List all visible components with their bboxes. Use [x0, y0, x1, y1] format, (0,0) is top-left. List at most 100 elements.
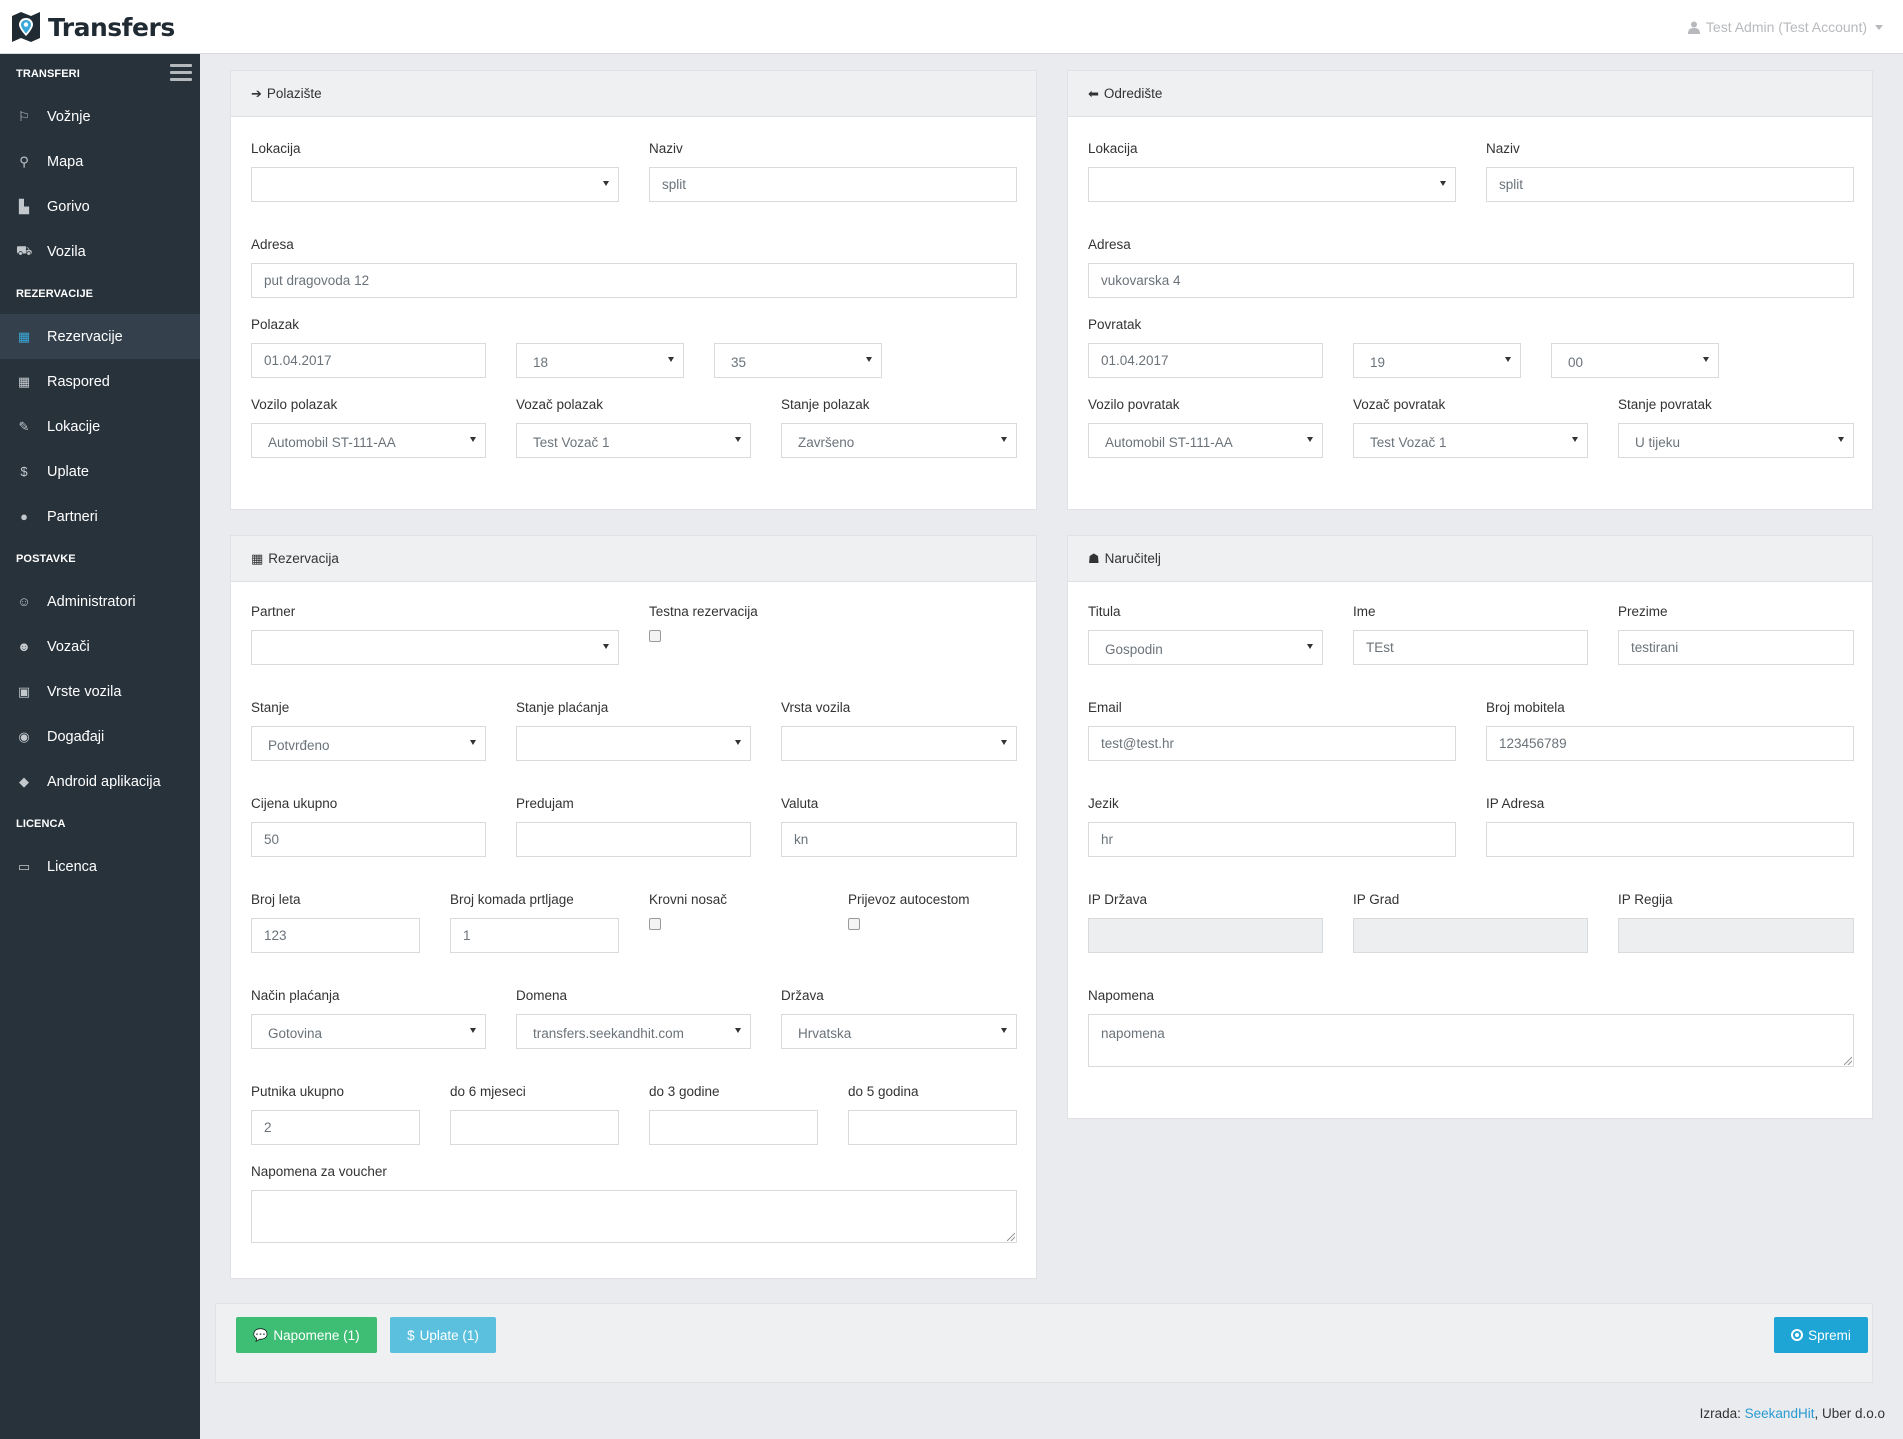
- uplate-button[interactable]: $ Uplate (1): [390, 1317, 496, 1353]
- sidebar-item-rezervacije[interactable]: ▦ Rezervacije: [0, 314, 200, 359]
- sidebar-item-mapa[interactable]: ⚲ Mapa: [0, 139, 200, 184]
- odrediste-stanje-select[interactable]: U tijeku: [1618, 423, 1854, 458]
- field-label: Stanje polazak: [781, 397, 870, 412]
- field-label: Stanje plaćanja: [516, 700, 609, 715]
- field-label: Broj komada prtljage: [450, 892, 574, 907]
- field-label: Adresa: [251, 237, 294, 252]
- field-label: Prijevoz autocestom: [848, 892, 970, 907]
- napomena-voucher-textarea[interactable]: [251, 1190, 1017, 1243]
- odrediste-naziv-input[interactable]: split: [1486, 167, 1854, 202]
- ip-regija-input: [1618, 918, 1854, 953]
- polaziste-minuta-select[interactable]: 35: [714, 343, 882, 378]
- polaziste-vozac-select[interactable]: Test Vozač 1: [516, 423, 751, 458]
- polaziste-vozilo-select[interactable]: Automobil ST-111-AA: [251, 423, 486, 458]
- app-logo[interactable]: Transfers: [10, 8, 175, 46]
- mobitel-input[interactable]: 123456789: [1486, 726, 1854, 761]
- select-value: Test Vozač 1: [533, 435, 610, 450]
- putnika-input[interactable]: 2: [251, 1110, 420, 1145]
- napomena-textarea[interactable]: napomena: [1088, 1014, 1854, 1067]
- napomene-button[interactable]: 💬 Napomene (1): [236, 1317, 377, 1353]
- resize-handle-icon[interactable]: [1007, 1233, 1015, 1241]
- resize-handle-icon[interactable]: [1844, 1057, 1852, 1065]
- spremi-button[interactable]: Spremi: [1774, 1317, 1868, 1353]
- sidebar-item-licenca[interactable]: ▭ Licenca: [0, 844, 200, 889]
- sidebar-item-administratori[interactable]: ☺ Administratori: [0, 579, 200, 624]
- sidebar-section-title: LICENCA: [16, 818, 66, 830]
- do-3-godine-input[interactable]: [649, 1110, 818, 1145]
- field-label: IP Adresa: [1486, 796, 1545, 811]
- polaziste-stanje-select[interactable]: Završeno: [781, 423, 1017, 458]
- sidebar-item-gorivo[interactable]: ▙ Gorivo: [0, 184, 200, 229]
- field-label: Vozilo polazak: [251, 397, 338, 412]
- sidebar-section-transferi: TRANSFERI: [0, 54, 200, 94]
- map-logo-icon: [12, 12, 40, 42]
- field-label: Partner: [251, 604, 296, 619]
- select-value: 18: [533, 355, 549, 370]
- sidebar-item-label: Gorivo: [47, 198, 90, 215]
- credit-card-icon: ▭: [17, 858, 31, 874]
- user-menu[interactable]: Test Admin (Test Account): [1687, 19, 1883, 35]
- polaziste-lokacija-select[interactable]: [251, 167, 619, 202]
- odrediste-vozilo-select[interactable]: Automobil ST-111-AA: [1088, 423, 1323, 458]
- sidebar-item-raspored[interactable]: ▦ Raspored: [0, 359, 200, 404]
- sidebar-item-partneri[interactable]: ● Partneri: [0, 494, 200, 539]
- sidebar-item-label: Rezervacije: [47, 328, 123, 345]
- nacin-placanja-select[interactable]: Gotovina: [251, 1014, 486, 1049]
- odrediste-sat-select[interactable]: 19: [1353, 343, 1521, 378]
- valuta-input[interactable]: kn: [781, 822, 1017, 857]
- email-input[interactable]: test@test.hr: [1088, 726, 1456, 761]
- user-icon: ☗: [1088, 550, 1100, 566]
- calendar-check-icon: ▦: [17, 328, 31, 344]
- signpost-icon: ⚐: [18, 108, 30, 124]
- jezik-input[interactable]: hr: [1088, 822, 1456, 857]
- ime-input[interactable]: TEst: [1353, 630, 1588, 665]
- sidebar-item-voznje[interactable]: ⚐ Vožnje: [0, 94, 200, 139]
- footer-link[interactable]: SeekandHit: [1744, 1406, 1815, 1421]
- cijena-input[interactable]: 50: [251, 822, 486, 857]
- eye-icon: ◉: [18, 728, 30, 744]
- sidebar-item-lokacije[interactable]: ✎ Lokacije: [0, 404, 200, 449]
- sidebar-item-vozaci[interactable]: ☻ Vozači: [0, 624, 200, 669]
- odrediste-datum-input[interactable]: 01.04.2017: [1088, 343, 1323, 378]
- odrediste-vozac-select[interactable]: Test Vozač 1: [1353, 423, 1588, 458]
- testna-rezervacija-checkbox[interactable]: [649, 630, 661, 642]
- sidebar-item-uplate[interactable]: $ Uplate: [0, 449, 200, 494]
- sidebar-item-vozila[interactable]: ⛟ Vozila: [0, 229, 200, 274]
- vrsta-vozila-select[interactable]: [781, 726, 1017, 761]
- polaziste-naziv-input[interactable]: split: [649, 167, 1017, 202]
- broj-leta-input[interactable]: 123: [251, 918, 420, 953]
- predujam-input[interactable]: [516, 822, 751, 857]
- prtljaga-input[interactable]: 1: [450, 918, 619, 953]
- do-5-godina-input[interactable]: [848, 1110, 1017, 1145]
- field-label: Naziv: [1486, 141, 1520, 156]
- polaziste-datum-input[interactable]: 01.04.2017: [251, 343, 486, 378]
- sidebar-section-rezervacije: REZERVACIJE: [0, 274, 200, 314]
- domena-select[interactable]: transfers.seekandhit.com: [516, 1014, 751, 1049]
- stanje-select[interactable]: Potvrđeno: [251, 726, 486, 761]
- partner-select[interactable]: [251, 630, 619, 665]
- krovni-nosac-checkbox[interactable]: [649, 918, 661, 930]
- select-value: Gospodin: [1105, 642, 1163, 657]
- hamburger-menu-icon[interactable]: [170, 64, 192, 82]
- titula-select[interactable]: Gospodin: [1088, 630, 1323, 665]
- prijevoz-autocestom-checkbox[interactable]: [848, 918, 860, 930]
- odrediste-lokacija-select[interactable]: [1088, 167, 1456, 202]
- panel-title: Naručitelj: [1104, 551, 1161, 566]
- sidebar-item-vrste-vozila[interactable]: ▣ Vrste vozila: [0, 669, 200, 714]
- prezime-input[interactable]: testirani: [1618, 630, 1854, 665]
- sidebar-item-label: Licenca: [47, 858, 97, 875]
- sidebar-item-label: Android aplikacija: [47, 773, 161, 790]
- stanje-placanja-select[interactable]: [516, 726, 751, 761]
- select-value: 35: [731, 355, 747, 370]
- odrediste-adresa-input[interactable]: vukovarska 4: [1088, 263, 1854, 298]
- polaziste-sat-select[interactable]: 18: [516, 343, 684, 378]
- app-title: Transfers: [48, 12, 175, 42]
- drzava-select[interactable]: Hrvatska: [781, 1014, 1017, 1049]
- sidebar-item-android-aplikacija[interactable]: ◆ Android aplikacija: [0, 759, 200, 804]
- polaziste-adresa-input[interactable]: put dragovoda 12: [251, 263, 1017, 298]
- do-6-mjeseci-input[interactable]: [450, 1110, 619, 1145]
- ip-grad-input: [1353, 918, 1588, 953]
- sidebar-item-dogadaji[interactable]: ◉ Događaji: [0, 714, 200, 759]
- odrediste-minuta-select[interactable]: 00: [1551, 343, 1719, 378]
- ip-adresa-input[interactable]: [1486, 822, 1854, 857]
